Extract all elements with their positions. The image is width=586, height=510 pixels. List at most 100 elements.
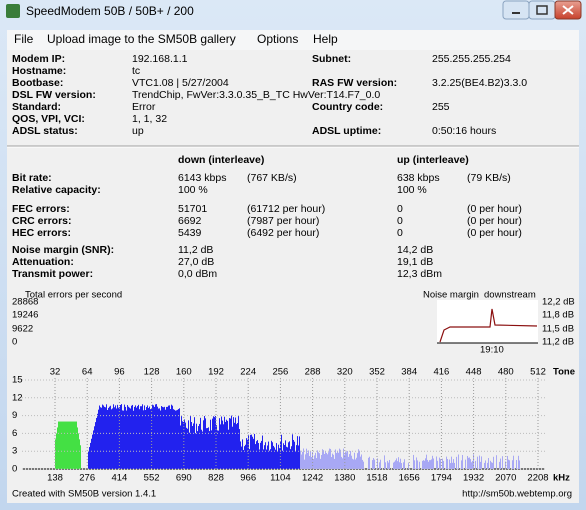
spectrum-bar: [269, 450, 270, 469]
spectrum-bar: [118, 407, 119, 469]
spectrum-bar: [296, 445, 297, 469]
spectrum-bar: [187, 428, 188, 469]
spectrum-bar: [280, 441, 281, 469]
spectrum-bar: [491, 462, 492, 469]
spectrum-bar: [253, 438, 254, 469]
menu-item[interactable]: File: [14, 32, 34, 46]
spectrum-bar: [334, 458, 335, 469]
minimize-button[interactable]: [502, 0, 530, 20]
spectrum-bar: [452, 462, 453, 469]
stat-down: 5439: [178, 227, 202, 239]
spectrum-bar: [102, 404, 103, 469]
menu-item[interactable]: Options: [257, 32, 298, 46]
spectrum-bar: [473, 454, 474, 469]
stat-up-extra: (0 per hour): [467, 215, 522, 227]
noise-tick-label: 11,5 dB: [542, 324, 574, 335]
spectrum-bar: [100, 407, 101, 469]
spectrum-bar: [355, 459, 356, 469]
spectrum-bar: [154, 406, 155, 469]
spectrum-bar: [260, 442, 261, 469]
spectrum-bar: [275, 449, 276, 469]
spectrum-bar: [344, 454, 345, 469]
spectrum-bar: [449, 459, 450, 469]
spectrum-bar: [507, 455, 508, 469]
spectrum-bar: [300, 450, 301, 469]
spectrum-bar: [467, 455, 468, 469]
spectrum-bar: [317, 450, 318, 469]
spectrum-bar: [146, 407, 147, 469]
spectrum-bar: [210, 419, 211, 469]
spectrum-bar: [276, 443, 277, 469]
stat-up: 0: [397, 227, 403, 239]
spectrum-bar: [244, 446, 245, 469]
spectrum-bar: [432, 455, 433, 469]
spectrum-bar: [377, 458, 378, 469]
spectrum-bar: [125, 406, 126, 469]
spectrum-bar: [303, 448, 304, 469]
stat-label: FEC errors:: [12, 203, 70, 215]
spectrum-bar: [95, 422, 96, 469]
spectrum-bar: [252, 436, 253, 469]
spectrum-bar: [329, 448, 330, 469]
spectrum-bar: [519, 460, 520, 469]
spectrum-bar: [183, 421, 184, 469]
spectrum-bar: [204, 416, 205, 469]
spectrum-bar: [316, 458, 317, 469]
noise-tick-label: 11,8 dB: [542, 310, 574, 321]
spectrum-bar: [439, 457, 440, 469]
spectrum-bar: [461, 460, 462, 469]
spectrum-bar: [310, 450, 311, 469]
stat-up-extra: (79 KB/s): [467, 172, 511, 184]
spectrum-bar: [206, 428, 207, 469]
spectrum-bar: [133, 410, 134, 469]
spectrum-bar: [422, 460, 423, 469]
spectrum-bar: [182, 421, 183, 469]
spectrum-bar: [502, 456, 503, 469]
spectrum-bar: [103, 405, 104, 469]
tone-tick-label: 128: [144, 367, 160, 378]
spectrum-bar: [336, 453, 337, 469]
stat-down: 6143 kbps: [178, 172, 226, 184]
spectrum-bar: [140, 406, 141, 469]
info-value: up: [132, 125, 144, 137]
stat-label: HEC errors:: [12, 227, 71, 239]
spectrum-bar: [388, 462, 389, 469]
spectrum-bar: [274, 447, 275, 469]
spectrum-bar: [56, 433, 57, 469]
spectrum-bar: [325, 451, 326, 469]
spectrum-bar: [221, 416, 222, 469]
spectrum-bar: [248, 434, 249, 469]
spectrum-bar: [157, 406, 158, 469]
stat-label: Noise margin (SNR):: [12, 244, 114, 256]
spectrum-bar: [168, 405, 169, 469]
spectrum-bar: [136, 407, 137, 469]
spectrum-bar: [149, 406, 150, 469]
spectrum-bar: [179, 408, 180, 469]
spectrum-bar: [499, 461, 500, 469]
noise-tick-label: 11,2 dB: [542, 337, 574, 348]
spectrum-bar: [195, 433, 196, 469]
menu-item[interactable]: Help: [313, 32, 338, 46]
spectrum-bar: [173, 409, 174, 469]
info-value: VTC1.08 | 5/27/2004: [132, 77, 229, 89]
stat-up: 100 %: [397, 184, 427, 196]
spectrum-bar: [121, 404, 122, 469]
spectrum-bar: [493, 456, 494, 469]
spectrum-bar: [172, 405, 173, 469]
maximize-button[interactable]: [528, 0, 556, 20]
error-tick-label: 0: [12, 337, 17, 348]
menu-bar: [7, 30, 579, 50]
tone-tick-label: 480: [498, 367, 514, 378]
spectrum-bar: [185, 422, 186, 469]
spectrum-bar: [229, 418, 230, 469]
spectrum-bar: [226, 419, 227, 469]
spectrum-bar: [492, 462, 493, 469]
menu-item[interactable]: Upload image to the SM50B gallery: [47, 32, 236, 46]
tone-tick-label: 384: [401, 367, 417, 378]
spectrum-bar: [387, 460, 388, 469]
maximize-icon: [536, 5, 548, 15]
spectrum-bar: [71, 421, 72, 469]
spectrum-bar: [78, 433, 79, 469]
stat-down: 51701: [178, 203, 207, 215]
spectrum-bar: [115, 405, 116, 469]
